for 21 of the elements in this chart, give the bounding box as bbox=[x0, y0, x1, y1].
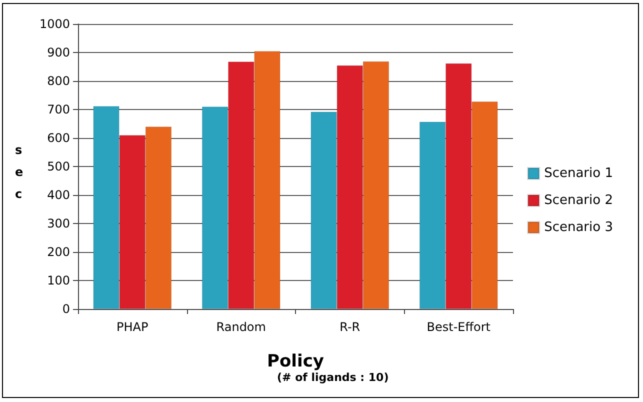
y-tick-label: 200 bbox=[47, 245, 70, 259]
legend-label: Scenario 1 bbox=[544, 166, 614, 181]
y-tick-label: 500 bbox=[47, 160, 70, 174]
x-tick-label: PHAP bbox=[116, 320, 148, 334]
y-axis-title: sec bbox=[15, 143, 24, 201]
y-tick-label: 600 bbox=[47, 131, 70, 145]
y-tick-label: 100 bbox=[47, 274, 70, 288]
x-tick-label: R-R bbox=[340, 320, 360, 334]
x-axis-title: Policy bbox=[267, 352, 324, 372]
x-tick-label: Best-Effort bbox=[426, 320, 491, 334]
y-tick-label: 400 bbox=[47, 188, 70, 202]
y-tick-label: 800 bbox=[47, 74, 70, 88]
y-tick-label: 700 bbox=[47, 102, 70, 116]
text: (# of ligands : 10) bbox=[277, 371, 389, 384]
legend-label: Scenario 2 bbox=[544, 193, 614, 208]
x-tick-label: Random bbox=[216, 320, 266, 334]
y-tick-label: 1000 bbox=[39, 17, 70, 31]
y-tick-label: 0 bbox=[62, 302, 70, 316]
legend-label: Scenario 3 bbox=[544, 220, 614, 235]
y-tick-label: 300 bbox=[47, 216, 70, 230]
y-tick-label: 900 bbox=[47, 46, 70, 60]
